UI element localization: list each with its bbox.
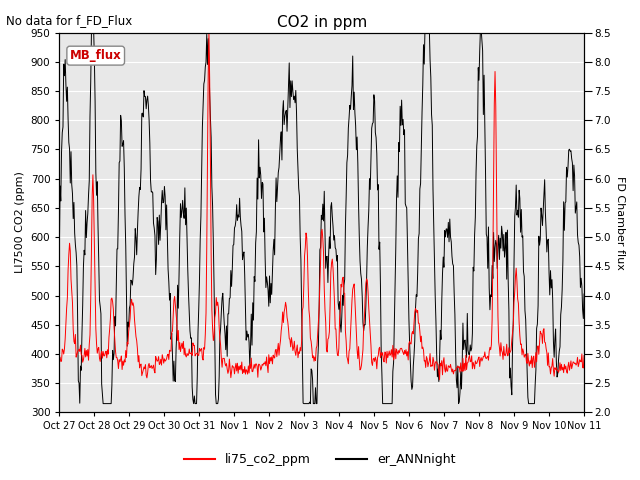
Y-axis label: FD Chamber flux: FD Chamber flux [615, 176, 625, 269]
Title: CO2 in ppm: CO2 in ppm [276, 15, 367, 30]
Legend: li75_co2_ppm, er_ANNnight: li75_co2_ppm, er_ANNnight [179, 448, 461, 471]
Text: No data for f_FD_Flux: No data for f_FD_Flux [6, 14, 132, 27]
Text: MB_flux: MB_flux [70, 49, 122, 62]
Y-axis label: LI7500 CO2 (ppm): LI7500 CO2 (ppm) [15, 171, 25, 274]
